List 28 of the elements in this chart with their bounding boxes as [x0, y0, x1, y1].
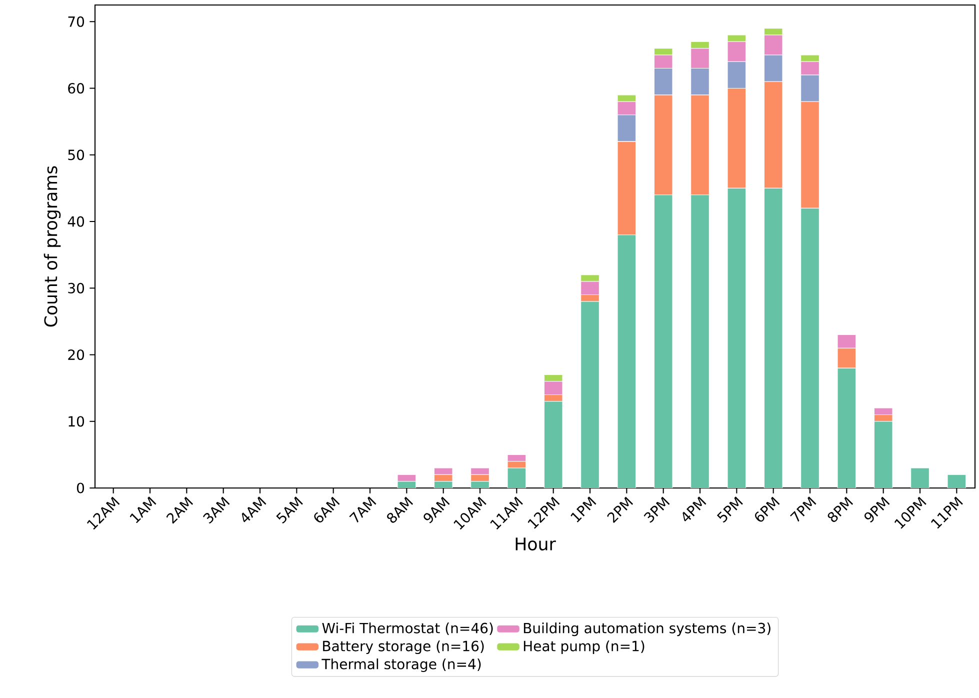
bar	[947, 474, 966, 488]
bar	[617, 234, 636, 488]
y-tick-label: 20	[68, 349, 84, 360]
bar	[690, 194, 710, 488]
bar	[764, 188, 783, 488]
bar	[727, 188, 746, 488]
bar	[800, 208, 820, 488]
y-axis-title: Count of programs	[44, 166, 61, 327]
y-tick-label: 10	[68, 416, 84, 427]
legend-label: Wi-Fi Thermostat (n=46)	[322, 622, 493, 636]
legend-label: Thermal storage (n=4)	[322, 658, 481, 672]
bar	[910, 468, 930, 488]
legend-label: Building automation systems (n=3)	[524, 622, 770, 636]
bar	[874, 421, 893, 488]
y-tick-label: 40	[68, 216, 84, 227]
y-tick-label: 0	[76, 482, 84, 494]
y-tick-label: 50	[68, 150, 84, 160]
bar	[580, 301, 600, 488]
bar	[507, 468, 526, 488]
y-tick-label: 30	[68, 282, 84, 294]
bar	[544, 401, 563, 488]
y-tick-label: 70	[68, 16, 84, 27]
bar	[654, 194, 673, 488]
y-tick-label: 60	[68, 82, 84, 94]
bar	[837, 368, 856, 488]
legend-label: Heat pump (n=1)	[524, 640, 644, 654]
x-axis-title: Hour	[516, 538, 556, 550]
legend-label: Battery storage (n=16)	[323, 640, 484, 654]
